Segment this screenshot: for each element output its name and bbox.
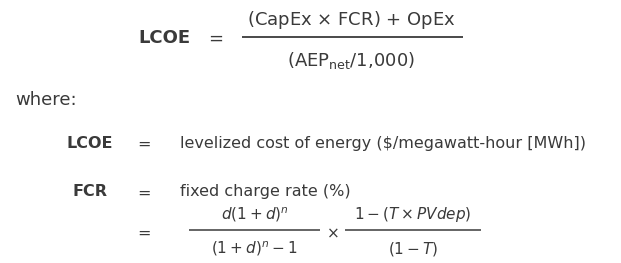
Text: $\times$: $\times$ — [326, 225, 338, 240]
Text: levelized cost of energy (\$/megawatt-hour [MWh]): levelized cost of energy (\$/megawatt-ho… — [180, 136, 586, 151]
Text: $=$: $=$ — [134, 184, 152, 200]
Text: $(1-T)$: $(1-T)$ — [388, 240, 438, 257]
Text: $1-(T\times PVdep)$: $1-(T\times PVdep)$ — [355, 205, 471, 224]
Text: fixed charge rate (%): fixed charge rate (%) — [180, 184, 351, 200]
Text: $(1+d)^n-1$: $(1+d)^n-1$ — [211, 239, 298, 258]
Text: where:: where: — [16, 91, 77, 109]
Text: (AEP$_{\mathsf{net}}$/1,000): (AEP$_{\mathsf{net}}$/1,000) — [287, 50, 415, 71]
Text: LCOE: LCOE — [138, 29, 191, 47]
Text: FCR: FCR — [73, 184, 107, 200]
Text: $=$: $=$ — [134, 136, 152, 151]
Text: (CapEx $\times$ FCR) + OpEx: (CapEx $\times$ FCR) + OpEx — [247, 9, 455, 31]
Text: LCOE: LCOE — [67, 136, 113, 151]
Text: $d(1+d)^n$: $d(1+d)^n$ — [220, 205, 289, 224]
Text: $=$: $=$ — [205, 29, 224, 47]
Text: $=$: $=$ — [134, 225, 152, 240]
